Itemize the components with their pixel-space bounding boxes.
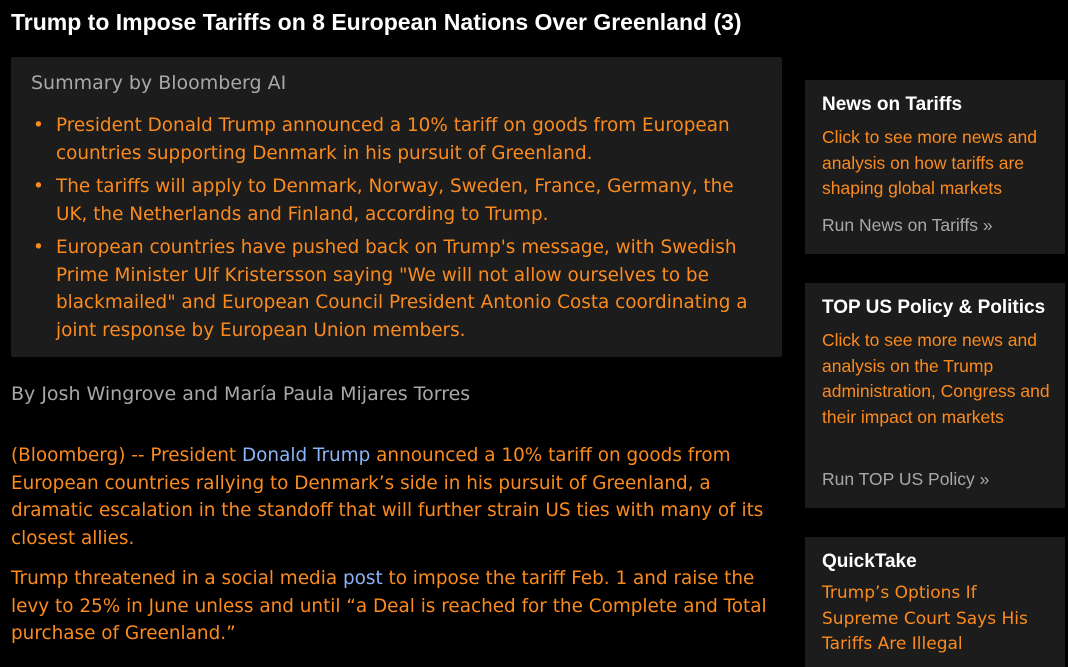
summary-bullet-text: President Donald Trump announced a 10% t… — [56, 115, 730, 164]
article-headline: Trump to Impose Tariffs on 8 European Na… — [11, 9, 742, 35]
card-description[interactable]: Click to see more news and analysis on h… — [822, 127, 1037, 198]
summary-bullet-text: European countries have pushed back on T… — [56, 237, 748, 341]
summary-bullet-list: • President Donald Trump announced a 10%… — [31, 112, 766, 350]
sidebar-card-quicktake[interactable]: QuickTake Trump’s Options If Supreme Cou… — [805, 537, 1065, 667]
ai-summary-panel: Summary by Bloomberg AI • President Dona… — [11, 57, 782, 357]
summary-bullet-item: • The tariffs will apply to Denmark, Nor… — [31, 173, 766, 228]
article-paragraph: Trump threatened in a social media post … — [11, 565, 786, 648]
card-title: TOP US Policy & Politics — [822, 297, 1046, 318]
donald-trump-link[interactable]: Donald Trump — [242, 445, 371, 466]
article-paragraph: (Bloomberg) -- President Donald Trump an… — [11, 442, 786, 552]
card-title: News on Tariffs — [822, 94, 963, 115]
quicktake-story-link[interactable]: Trump’s Options If Supreme Court Says Hi… — [822, 583, 1028, 654]
paragraph-text: (Bloomberg) -- President — [11, 445, 242, 466]
sidebar-card-top-us-policy[interactable]: TOP US Policy & Politics Click to see mo… — [805, 283, 1065, 508]
bullet-icon: • — [33, 176, 44, 197]
card-description[interactable]: Click to see more news and analysis on t… — [822, 330, 1050, 427]
sidebar-card-news-on-tariffs[interactable]: News on Tariffs Click to see more news a… — [805, 80, 1065, 254]
paragraph-text: Trump threatened in a social media — [11, 568, 343, 589]
summary-bullet-item: • President Donald Trump announced a 10%… — [31, 112, 766, 167]
card-title: QuickTake — [822, 551, 917, 572]
summary-bullet-text: The tariffs will apply to Denmark, Norwa… — [56, 176, 734, 225]
social-media-post-link[interactable]: post — [342, 568, 383, 589]
bullet-icon: • — [33, 115, 44, 136]
paragraph-text: announced a 10% tariff on goods from Eur… — [11, 445, 764, 549]
run-top-us-policy-link[interactable]: Run TOP US Policy » — [822, 469, 990, 489]
bullet-icon: • — [33, 237, 44, 258]
paragraph-text: to impose the tariff Feb. 1 and raise th… — [11, 568, 767, 644]
article-byline: By Josh Wingrove and María Paula Mijares… — [11, 383, 471, 405]
run-news-on-tariffs-link[interactable]: Run News on Tariffs » — [822, 215, 993, 235]
summary-title: Summary by Bloomberg AI — [31, 72, 287, 94]
summary-bullet-item: • European countries have pushed back on… — [31, 234, 766, 344]
